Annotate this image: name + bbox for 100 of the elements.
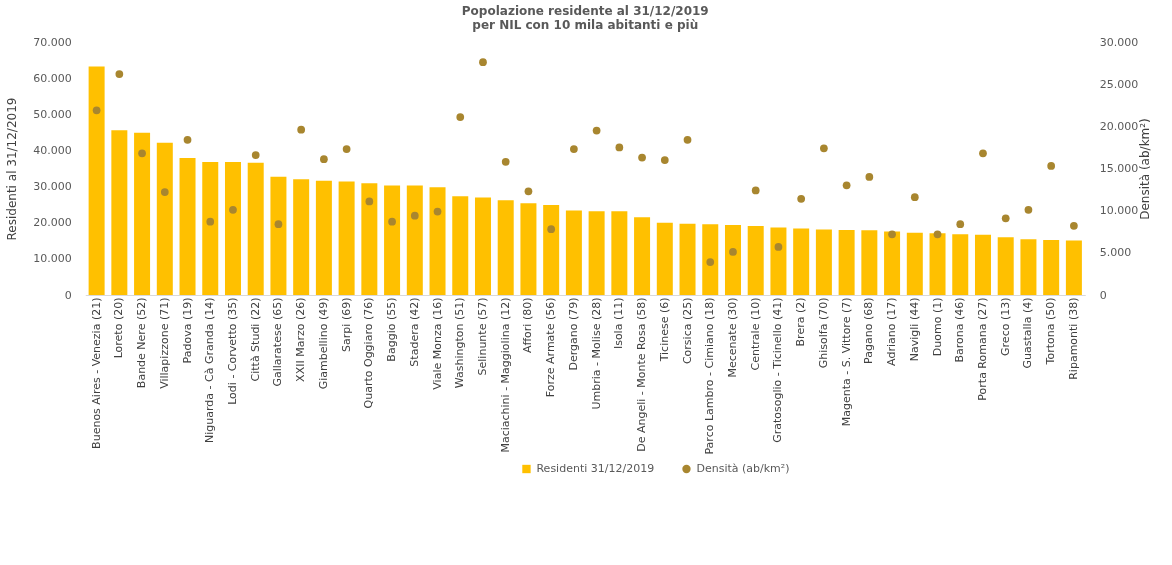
bar — [474, 197, 491, 295]
x-tick-label: Greco (13) — [998, 297, 1012, 356]
bar — [1043, 240, 1060, 295]
bar — [293, 179, 310, 295]
y2-tick-label: 25.000 — [1099, 77, 1139, 91]
point — [888, 230, 896, 239]
y-tick-label: 30.000 — [33, 180, 72, 194]
legend-label: Residenti 31/12/2019 — [536, 462, 655, 475]
bar — [179, 158, 196, 295]
y2-tick-label: 0 — [1099, 288, 1107, 302]
bar — [134, 132, 151, 295]
point — [410, 211, 419, 220]
bar — [452, 196, 469, 295]
x-tick-label: Duomo (1) — [930, 297, 944, 357]
point — [251, 151, 260, 159]
y2-axis-title: Densità (ab/km²) — [1138, 118, 1153, 220]
point — [751, 186, 760, 195]
y-axis-title: Residenti al 31/12/2019 — [5, 97, 20, 241]
point — [1024, 205, 1033, 214]
bar — [974, 234, 991, 295]
bar — [747, 225, 764, 295]
point — [797, 194, 806, 203]
text: per NIL con 10 mila abitanti e più — [472, 18, 699, 32]
point — [820, 144, 828, 153]
point — [979, 149, 987, 158]
point — [570, 145, 578, 153]
point — [501, 157, 510, 166]
point — [342, 145, 351, 153]
bar — [770, 227, 787, 295]
x-tick-label: Barona (46) — [953, 297, 967, 363]
y-tick-label: 70.000 — [33, 35, 72, 49]
x-tick-label: Maciachini - Maggiolina (12) — [498, 297, 512, 453]
bar — [997, 237, 1014, 295]
x-tick-label: XXII Marzo (26) — [294, 297, 308, 382]
bar — [384, 185, 401, 295]
x-tick-label: Washington (51) — [453, 297, 467, 389]
point — [160, 188, 169, 196]
point — [1047, 162, 1056, 170]
x-tick-label: Quarto Oggiaro (76) — [362, 297, 376, 409]
bar — [656, 222, 673, 295]
x-tick-label: Bande Nere (52) — [135, 297, 149, 389]
x-tick-label: Pagano (68) — [862, 297, 876, 364]
point — [615, 143, 624, 152]
y2-tick-label: 5.000 — [1099, 246, 1132, 260]
point — [206, 217, 215, 226]
bar — [543, 205, 560, 295]
bar — [634, 217, 651, 295]
bar — [270, 176, 287, 295]
x-tick-label: Umbria - Molise (28) — [589, 297, 603, 410]
bar — [406, 185, 423, 295]
x-tick-label: Guastalla (4) — [1021, 297, 1035, 369]
bar — [1065, 240, 1082, 295]
x-tick-label: Centrale (10) — [748, 297, 762, 371]
x-tick-label: Villapizzone (71) — [157, 297, 171, 389]
point — [138, 149, 146, 158]
x-tick-label: Viale Monza (16) — [430, 297, 444, 390]
x-tick-label: Gallaratese (65) — [271, 297, 285, 387]
point — [115, 70, 124, 78]
x-tick-label: Dergano (79) — [566, 297, 580, 371]
point — [842, 181, 851, 190]
legend-label: Densità (ab/km²) — [696, 462, 790, 475]
point — [365, 197, 374, 206]
point — [933, 230, 942, 239]
y-tick-label: 0 — [64, 288, 72, 302]
bar — [702, 224, 719, 295]
point — [547, 225, 556, 234]
point — [433, 207, 442, 216]
point — [638, 153, 646, 162]
point — [865, 173, 874, 181]
bar — [315, 180, 332, 295]
x-tick-label: De Angeli - Monte Rosa (58) — [635, 297, 649, 452]
x-tick-label: Buenos Aires - Venezia (21) — [89, 297, 103, 449]
x-tick-label: Tortona (50) — [1044, 297, 1058, 366]
x-tick-label: Magenta - S. Vittore (7) — [839, 297, 853, 427]
bar — [224, 161, 241, 295]
x-tick-label: Niguarda - Cà Granda (14) — [203, 297, 217, 443]
x-tick-label: Mecenate (30) — [725, 297, 739, 378]
x-tick-label: Navigli (44) — [907, 297, 921, 362]
point — [274, 220, 283, 229]
point — [660, 156, 669, 164]
point — [1070, 221, 1078, 230]
bar — [202, 161, 219, 295]
x-tick-label: Padova (19) — [180, 297, 194, 364]
x-tick-label: Giambellino (49) — [316, 297, 330, 390]
bar — [156, 142, 173, 295]
x-tick-label: Ripamonti (38) — [1066, 297, 1080, 380]
x-tick-label: Gratosoglio - Ticinello (41) — [771, 297, 785, 443]
x-tick-label: Lodi - Corvetto (35) — [225, 297, 239, 405]
point — [320, 155, 328, 164]
x-tick-label: Baggio (55) — [385, 297, 399, 362]
y2-tick-label: 10.000 — [1099, 204, 1139, 218]
text: Popolazione residente al 31/12/2019 — [461, 4, 709, 18]
x-tick-label: Loreto (20) — [112, 297, 126, 359]
bar — [838, 229, 855, 295]
bar — [952, 234, 969, 295]
bar — [497, 200, 514, 295]
point — [774, 243, 783, 251]
bar — [611, 211, 628, 295]
y-tick-label: 60.000 — [33, 71, 72, 85]
bar — [111, 130, 128, 295]
